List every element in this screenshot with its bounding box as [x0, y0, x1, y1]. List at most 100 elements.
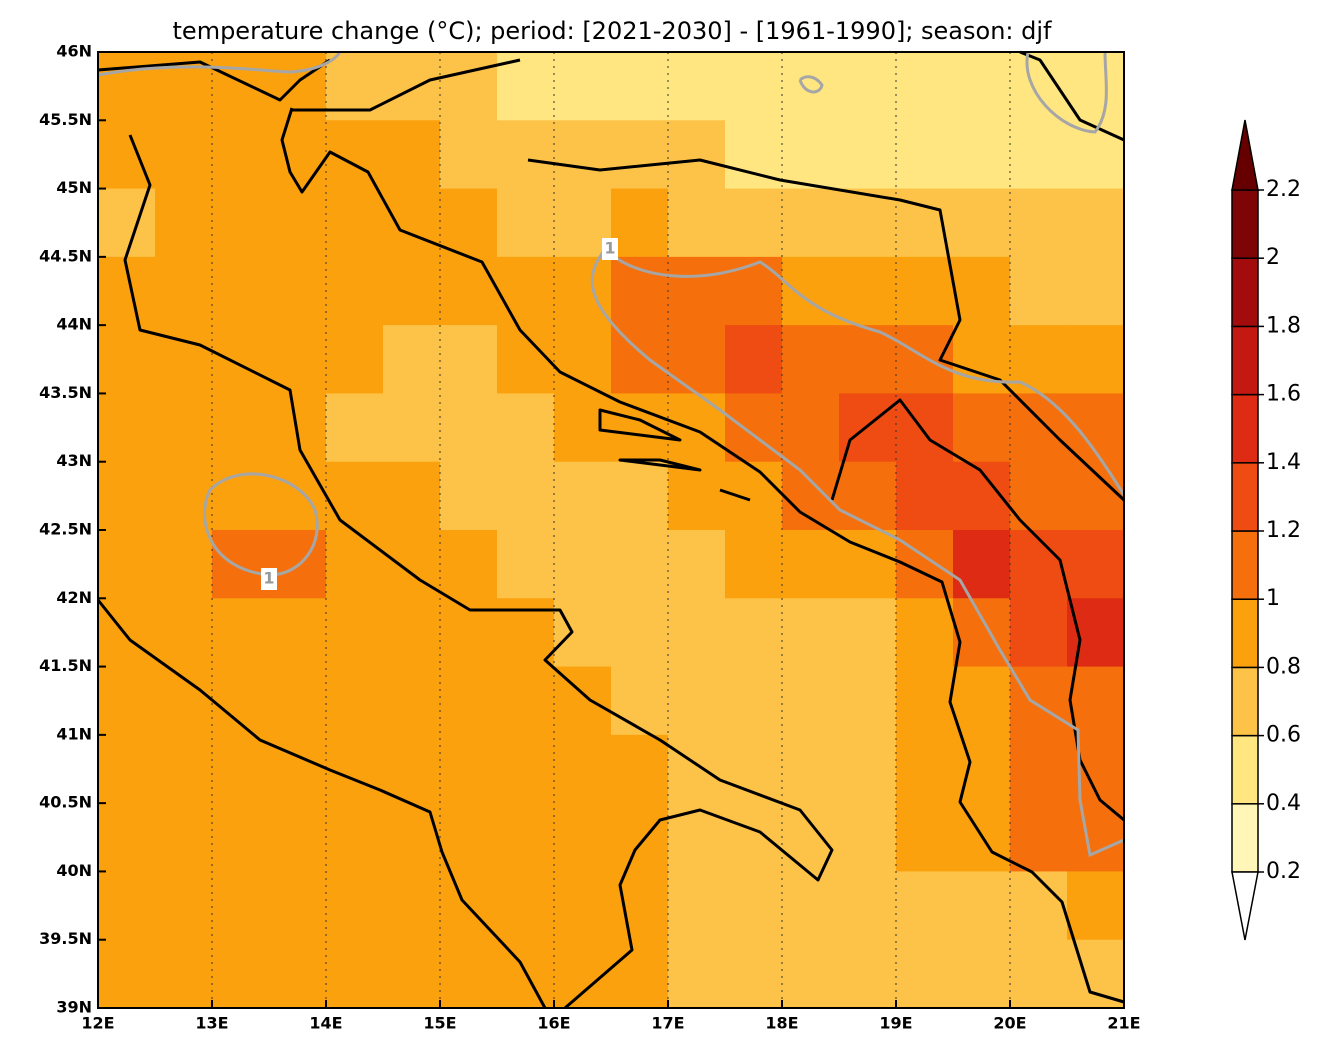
grid-cell — [269, 325, 327, 394]
grid-cell — [725, 256, 783, 326]
grid-cell — [839, 666, 897, 736]
colorbar-swatch — [1231, 734, 1259, 805]
grid-cell — [782, 666, 840, 736]
grid-cell — [1010, 120, 1068, 190]
grid-cell — [896, 393, 954, 463]
grid-cell — [953, 52, 1011, 121]
coastline — [123, 134, 834, 1010]
grid-cell — [839, 461, 897, 531]
grid-cell — [440, 120, 498, 190]
colorbar-over — [1231, 119, 1259, 191]
grid-cell — [725, 871, 783, 941]
x-tick-label: 15E — [423, 1014, 456, 1033]
grid-cell — [1010, 871, 1068, 941]
grid-cell — [953, 530, 1011, 599]
grid-cell — [98, 666, 156, 736]
grid-cell — [98, 871, 156, 941]
grid-cell — [725, 666, 783, 736]
y-tick-label: 44N — [56, 315, 92, 334]
grid-cell — [440, 188, 498, 258]
grid-cell — [896, 188, 954, 258]
contour-label-box — [261, 568, 277, 590]
grid-cell — [326, 666, 384, 736]
grid-cell — [1067, 256, 1125, 326]
grid-cell — [212, 803, 270, 872]
grid-cell — [554, 188, 612, 258]
grid-cell — [98, 461, 156, 531]
grid-cell — [98, 325, 156, 394]
grid-cell — [782, 939, 840, 1009]
colorbar: 0.2 0.4 0.6 0.8 1 1.2 1.4 1.6 1.8 2 2.2 — [1231, 119, 1301, 941]
grid-cell — [98, 393, 156, 463]
grid-cell — [383, 598, 441, 668]
grid-cell — [497, 256, 555, 326]
grid-cell — [1010, 393, 1068, 463]
y-tick-label: 45.5N — [39, 110, 92, 129]
grid-cell — [326, 530, 384, 599]
grid-cell — [326, 939, 384, 1009]
map-title: temperature change (°C); period: [2021-2… — [173, 17, 1053, 45]
grid-cell — [668, 598, 726, 668]
grid-cell — [1010, 530, 1068, 599]
grid-cell — [953, 393, 1011, 463]
grid-cell — [725, 52, 783, 121]
grid-cell — [611, 530, 669, 599]
colorbar-swatch — [1231, 257, 1259, 328]
coastline — [96, 599, 547, 1009]
grid-cell — [383, 325, 441, 394]
grid-cell — [440, 52, 498, 121]
grid-cell — [1010, 188, 1068, 258]
grid-cell — [782, 393, 840, 463]
grid-cell — [896, 256, 954, 326]
grid-cell — [611, 598, 669, 668]
grid-cell — [212, 393, 270, 463]
grid-cell — [839, 939, 897, 1009]
grid-cell — [896, 734, 954, 804]
grid-cell — [611, 120, 669, 190]
grid-cell — [1067, 871, 1125, 941]
grid-cell — [1010, 803, 1068, 872]
grid-cell — [554, 803, 612, 872]
grid-cell — [383, 393, 441, 463]
grid-cell — [554, 530, 612, 599]
colorbar-under — [1231, 871, 1259, 941]
grid-cell — [155, 939, 213, 1009]
grid-cell — [668, 871, 726, 941]
grid-cell — [725, 598, 783, 668]
colorbar-swatch — [1231, 462, 1259, 532]
grid-cell — [269, 734, 327, 804]
grid-cell — [155, 393, 213, 463]
grid-cell — [839, 871, 897, 941]
grid-cell — [839, 120, 897, 190]
colorbar-label: 0.6 — [1266, 723, 1301, 748]
grid-cell — [212, 530, 270, 599]
grid-cell — [668, 52, 726, 121]
grid-cell — [155, 256, 213, 326]
grid-cell — [212, 939, 270, 1009]
grid-cell — [611, 939, 669, 1009]
x-tick-label: 19E — [879, 1014, 912, 1033]
x-tick-label: 13E — [195, 1014, 228, 1033]
colorbar-swatch — [1231, 666, 1259, 737]
coastlines — [96, 50, 1126, 1010]
colorbar-label: 2 — [1266, 245, 1280, 270]
grid-cell — [98, 52, 156, 121]
x-tick-label: 20E — [993, 1014, 1026, 1033]
grid-cell — [326, 256, 384, 326]
grid-cell — [782, 120, 840, 190]
grid-cell — [896, 120, 954, 190]
grid-cell — [269, 803, 327, 872]
grid-cell — [212, 120, 270, 190]
grid-cell — [839, 256, 897, 326]
colorbar-label: 1.8 — [1266, 313, 1301, 338]
grid-cell — [98, 530, 156, 599]
grid-cell — [839, 393, 897, 463]
grid-cell — [782, 325, 840, 394]
contour-line — [604, 248, 1126, 496]
grid-cell — [155, 530, 213, 599]
grid-cell — [440, 256, 498, 326]
grid-cell — [1067, 530, 1125, 599]
grid-cell — [668, 188, 726, 258]
grid-cell — [155, 803, 213, 872]
grid-cell — [896, 939, 954, 1009]
